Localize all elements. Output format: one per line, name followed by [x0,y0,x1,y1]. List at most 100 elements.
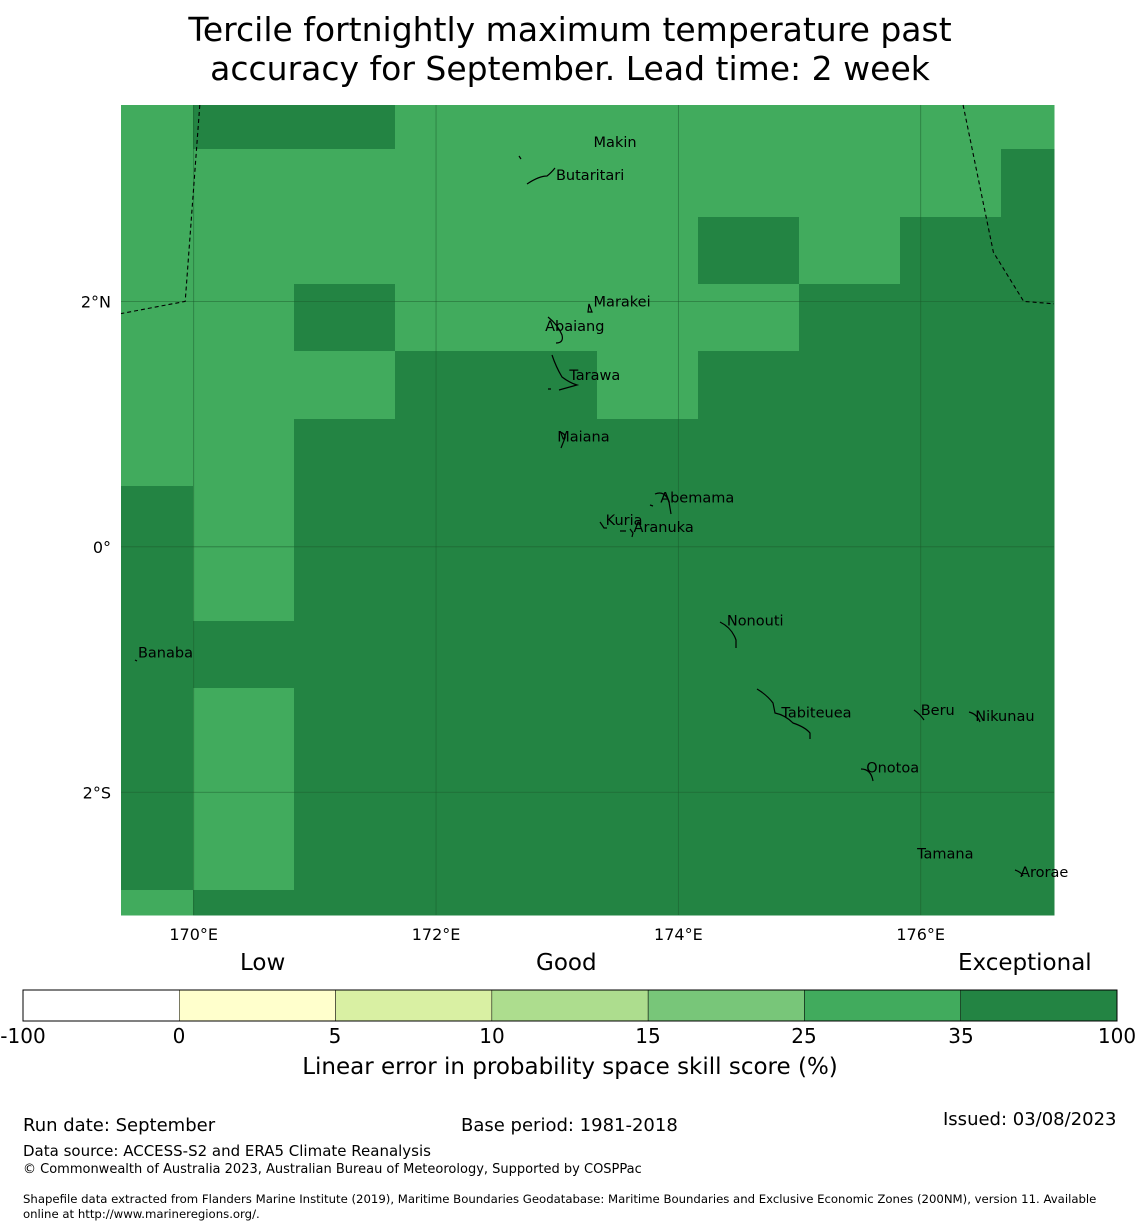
map-cell [496,217,598,285]
map-cell [121,284,194,352]
colorbar-tick-label: 15 [635,1024,661,1048]
shapefile-credit-line-2: online at http://www.marineregions.org/. [23,1207,260,1221]
place-label: Butaritari [556,168,624,184]
map-cell [395,419,497,487]
y-tick-label: 2°N [81,292,111,311]
x-tick-label: 170°E [169,925,218,944]
map-cell [698,486,800,622]
map-cell [121,621,194,689]
map-cell [799,149,901,218]
map-cell [193,486,295,622]
map-cell [597,688,699,891]
colorbar-bin [335,989,493,1022]
shapefile-credit-line-1: Shapefile data extracted from Flanders M… [23,1192,1097,1206]
place-label: Abaiang [545,319,604,335]
map-cell [395,105,497,150]
place-label: Banaba [138,645,193,661]
map-cell [294,217,396,285]
colorbar-bin [22,989,180,1022]
map-cell [193,149,295,218]
map-cell [698,890,800,916]
place-label: Beru [921,703,955,719]
x-tick-label: 172°E [412,925,461,944]
chart-title: Tercile fortnightly maximum temperature … [0,10,1140,88]
colorbar-bin [647,989,805,1022]
map-cell [900,105,1002,150]
map-cell [496,486,598,622]
atoll-outline [913,709,925,721]
map-cell [698,149,800,218]
map-cell [294,688,396,891]
y-tick-label: 2°S [83,783,111,802]
map-cell [395,217,497,285]
map-cell [121,890,194,916]
colorbar-tick-label: 25 [791,1024,817,1048]
place-label: Kuria [606,513,643,529]
map-cell [193,284,295,352]
map-cell [1001,284,1055,352]
map-cell [294,149,396,218]
colorbar-bin [804,989,961,1022]
map-cell [597,486,699,622]
place-label: Marakei [594,294,651,310]
map-cell [496,284,598,352]
map-cell [799,419,901,487]
map-cell [121,486,194,622]
map-cell [496,351,598,420]
place-label: Tamana [916,847,973,863]
map-cell [496,105,598,150]
atoll-outline [860,768,874,782]
map-cell [1001,486,1055,622]
eez-boundary [120,104,201,315]
atoll-outline [587,303,593,313]
map-cell [597,149,699,218]
map-cell [900,486,1002,622]
map-cell [597,419,699,487]
map-cell [294,890,396,916]
map-cell [799,217,901,285]
map-cell [698,284,800,352]
map-cell [121,351,194,420]
map-cell [121,688,194,891]
map-cell [698,217,800,285]
colorbar-tick-label: 5 [328,1024,342,1048]
place-label: Maiana [557,429,609,445]
run-date: Run date: September [23,1115,216,1136]
map-cell [1001,105,1055,150]
colorbar-tick-label: 10 [479,1024,505,1048]
map-cell [900,351,1002,420]
map-cell [395,688,497,891]
place-label: Makin [594,135,637,151]
map-cell [193,890,295,916]
colorbar-tick-label: -100 [0,1024,46,1048]
map-cell [597,621,699,689]
map-cell [597,351,699,420]
colorbar-bin [960,989,1118,1022]
colorbar-tick-label: 100 [1097,1024,1137,1048]
map-cell [294,284,396,352]
map-cell [799,688,901,891]
map-cell [1001,890,1055,916]
legend-heading-exceptional: Exceptional [958,950,1092,976]
title-line-2: accuracy for September. Lead time: 2 wee… [210,49,930,88]
place-label: Tabiteuea [780,706,851,722]
map-cell [698,688,800,891]
atoll-outline [134,659,138,662]
atoll-outline [756,688,811,739]
map-cell [597,217,699,285]
map-cell [121,419,194,487]
map-cell [121,105,194,150]
map-cell [1001,621,1055,689]
colorbar-axis-label: Linear error in probability space skill … [302,1054,838,1080]
legend-heading-good: Good [536,950,597,976]
map-cell [900,149,1002,218]
map-cell [597,284,699,352]
map-cell [799,890,901,916]
place-label: Onotoa [866,761,919,777]
map-cell [698,621,800,689]
map-cell [496,688,598,891]
atoll-outline [649,492,672,515]
map-cell [1001,419,1055,487]
map-cell [1001,688,1055,891]
